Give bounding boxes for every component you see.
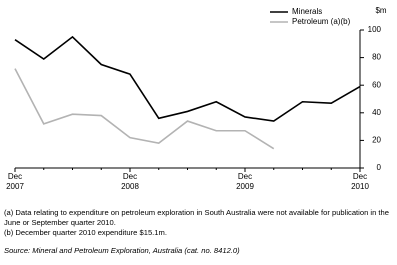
- x-tick-label: Dec 2009: [236, 172, 254, 191]
- legend-label: Petroleum (a)(b): [292, 17, 351, 26]
- y-axis-label: $m: [375, 6, 386, 15]
- y-tick-label: 80: [372, 53, 381, 62]
- series-line: [14, 68, 275, 150]
- x-tick-label: Dec 2010: [351, 172, 369, 191]
- y-tick-label: 20: [372, 136, 381, 145]
- series-line: [14, 35, 361, 122]
- y-tick-label: 0: [377, 163, 382, 172]
- legend-label: Minerals: [292, 7, 322, 16]
- x-tick-label: Dec 2007: [6, 172, 24, 191]
- x-tick-label: Dec 2008: [121, 172, 139, 191]
- y-tick-label: 60: [372, 80, 381, 89]
- source: Source: Mineral and Petroleum Exploratio…: [4, 246, 240, 255]
- y-tick-label: 100: [368, 25, 382, 34]
- footnote: (b) December quarter 2010 expenditure $1…: [4, 228, 167, 237]
- footnote: (a) Data relating to expenditure on petr…: [4, 208, 389, 227]
- y-tick-label: 40: [372, 108, 381, 117]
